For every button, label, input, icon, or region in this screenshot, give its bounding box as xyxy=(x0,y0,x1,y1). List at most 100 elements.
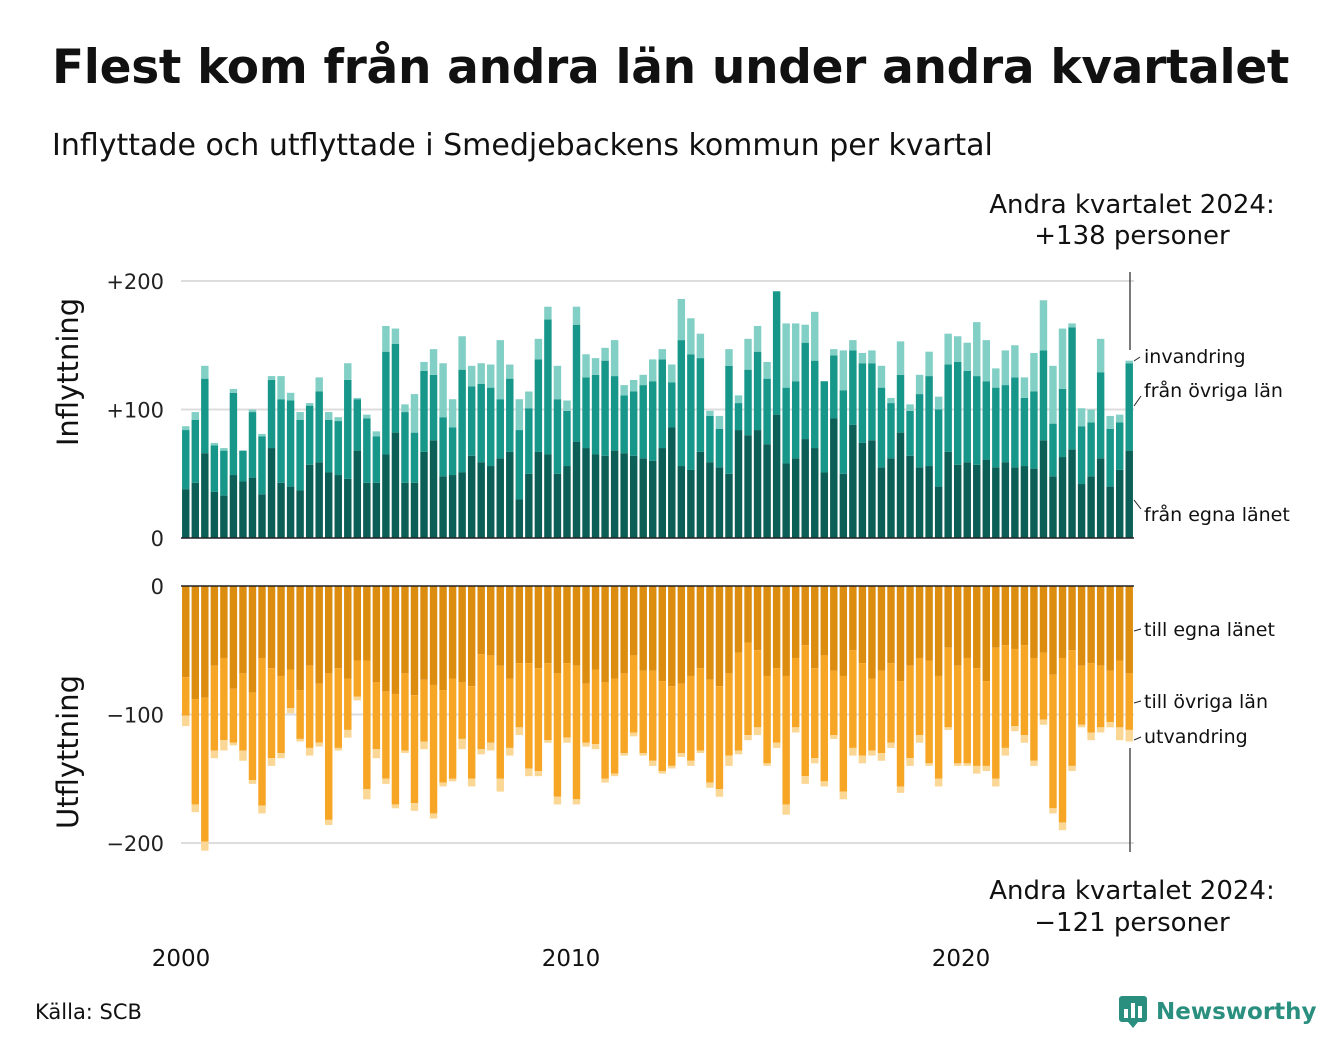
inflow-bar-segment xyxy=(401,412,409,483)
inflow-bar-segment xyxy=(1030,352,1038,392)
inflow-bar-segment xyxy=(868,363,876,441)
outflow-bar-segment xyxy=(258,586,266,658)
outflow-bar-segment xyxy=(925,586,933,661)
outflow-bar-segment xyxy=(734,586,743,653)
inflow-bar-segment xyxy=(1020,377,1029,398)
outflow-bar-segment xyxy=(687,760,695,766)
inflow-bar-segment xyxy=(601,360,609,456)
outflow-bar-segment xyxy=(906,758,914,766)
outflow-bar-segment xyxy=(915,657,924,736)
outflow-bar-segment xyxy=(744,586,752,643)
outflow-bar-segment xyxy=(1068,765,1076,772)
inflow-bar-segment xyxy=(610,376,619,451)
outflow-bar-segment xyxy=(772,742,781,748)
outflow-bar-segment xyxy=(668,765,676,769)
outflow-bar-segment xyxy=(382,778,390,784)
outflow-bar-segment xyxy=(506,678,514,748)
outflow-bar-segment xyxy=(572,586,581,666)
outflow-bar-segment xyxy=(1020,735,1029,743)
inflow-bar-segment xyxy=(782,387,790,464)
outflow-bar-segment xyxy=(325,819,333,826)
inflow-bar-segment xyxy=(791,381,800,459)
inflow-bar-segment xyxy=(610,450,619,538)
outflow-bar-segment xyxy=(1106,722,1114,728)
outflow-bar-segment xyxy=(191,586,200,700)
outflow-bar-segment xyxy=(1001,586,1010,646)
inflow-bar-segment xyxy=(1087,476,1095,538)
outflow-bar-segment xyxy=(629,586,638,656)
inflow-bar-segment xyxy=(239,481,247,538)
outflow-bar-segment xyxy=(953,763,962,766)
inflow-bar-segment xyxy=(277,482,285,538)
inflow-bar-segment xyxy=(725,473,733,538)
inflow-bar-segment xyxy=(982,340,990,382)
outflow-bar-segment xyxy=(915,735,924,743)
outflow-bar-segment xyxy=(696,586,705,669)
outflow-bar-segment xyxy=(353,696,362,701)
outflow-bar-segment xyxy=(953,586,962,666)
inflow-bar-segment xyxy=(763,361,771,379)
outflow-bar-segment xyxy=(572,799,581,805)
outflow-bar-segment xyxy=(791,657,800,728)
x-tick-2000: 2000 xyxy=(152,946,211,972)
inflow-bar-segment xyxy=(487,466,495,538)
outflow-bar-segment xyxy=(353,586,362,661)
x-tick-2020: 2020 xyxy=(932,946,991,972)
outflow-bar-segment xyxy=(868,586,876,679)
inflow-bar-segment xyxy=(725,349,733,366)
inflow-bar-segment xyxy=(267,379,276,449)
outflow-bar-segment xyxy=(887,742,895,748)
inflow-bar-segment xyxy=(372,436,381,483)
outflow-bar-segment xyxy=(601,682,609,779)
inflow-bar-segment xyxy=(267,376,276,380)
inflow-bar-segment xyxy=(639,385,647,459)
inflow-bar-segment xyxy=(687,354,695,470)
inflow-bar-segment xyxy=(734,395,743,404)
inflow-bar-segment xyxy=(649,460,657,538)
outflow-bar-segment xyxy=(906,586,914,666)
inflow-bar-segment xyxy=(801,324,809,343)
inflow-bar-segment xyxy=(182,430,190,490)
outflow-bar-segment xyxy=(639,586,647,671)
outflow-bar-segment xyxy=(515,586,524,664)
outflow-bar-segment xyxy=(1011,586,1019,649)
outflow-bar-segment xyxy=(610,773,619,777)
inflow-bar-segment xyxy=(668,382,676,428)
inflow-bar-segment xyxy=(649,359,657,382)
inflow-bar-segment xyxy=(553,473,562,538)
outflow-bar-segment xyxy=(849,747,857,756)
inflow-bar-segment xyxy=(344,363,352,380)
outflow-bar-segment xyxy=(934,586,943,676)
outflow-bar-segment xyxy=(601,778,609,783)
outflow-bar-segment xyxy=(248,586,257,693)
outflow-bar-segment xyxy=(858,586,867,664)
outflow-bar-segment xyxy=(725,755,733,766)
outflow-bar-segment xyxy=(286,669,295,709)
outflow-bar-segment xyxy=(220,740,228,751)
inflow-bar-segment xyxy=(1049,365,1057,424)
outflow-bar-segment xyxy=(610,586,619,679)
outflow-bar-segment xyxy=(782,804,790,815)
inflow-bar-segment xyxy=(258,436,266,495)
inflow-bar-segment xyxy=(1030,391,1038,469)
inflow-bar-segment xyxy=(811,448,819,538)
inflow-bar-segment xyxy=(305,464,314,538)
outflow-bar-segment xyxy=(544,663,552,741)
inflow-bar-segment xyxy=(458,336,466,370)
outflow-bar-segment xyxy=(791,727,800,733)
inflow-bar-segment xyxy=(382,351,390,455)
inflow-bar-segment xyxy=(763,378,771,445)
outflow-bar-segment xyxy=(811,586,819,669)
inflow-bar-segment xyxy=(1115,414,1124,423)
outflow-bar-segment xyxy=(744,642,752,736)
inflow-bar-segment xyxy=(496,399,504,459)
inflow-bar-segment xyxy=(315,391,323,463)
inflow-bar-segment xyxy=(572,306,581,325)
inflow-bar-segment xyxy=(801,342,809,440)
outflow-bar-segment xyxy=(763,675,771,764)
outflow-bar-segment xyxy=(687,586,695,676)
outflow-bar-segment xyxy=(1087,663,1095,733)
inflow-bar-segment xyxy=(286,400,295,487)
inflow-bar-segment xyxy=(677,466,686,538)
inflow-bar-segment xyxy=(467,365,476,387)
